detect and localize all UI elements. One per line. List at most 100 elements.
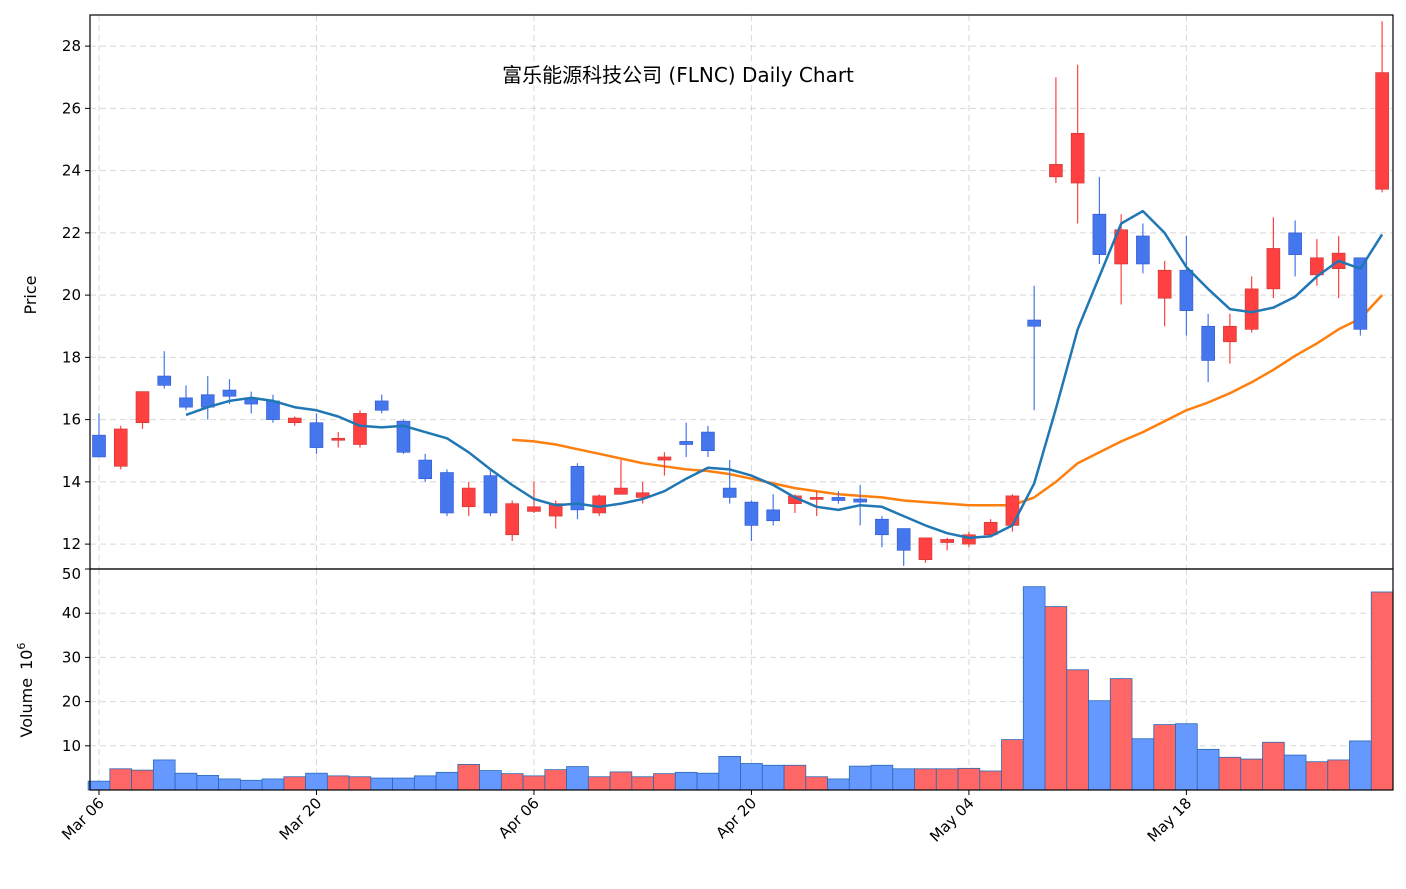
price-tick-label: 26 bbox=[62, 99, 81, 117]
candle bbox=[1310, 239, 1324, 286]
candle bbox=[440, 469, 454, 517]
volume-bar bbox=[892, 768, 915, 791]
candle bbox=[722, 460, 737, 504]
ma-long-layer bbox=[512, 294, 1384, 507]
candle bbox=[1244, 276, 1259, 333]
ma-short-layer bbox=[185, 209, 1384, 540]
candle-body bbox=[875, 518, 889, 536]
candle-body bbox=[679, 441, 693, 445]
candle-body bbox=[744, 501, 759, 526]
candle bbox=[614, 460, 628, 495]
candle bbox=[701, 425, 715, 457]
candle bbox=[418, 453, 433, 482]
candle-body bbox=[1114, 229, 1128, 265]
candle-body bbox=[331, 437, 346, 441]
price-axis-title: Price bbox=[21, 275, 40, 314]
candle-body bbox=[113, 428, 128, 467]
volume-bar bbox=[848, 765, 872, 791]
volume-bar bbox=[1088, 700, 1111, 791]
volume-tick-label: 30 bbox=[62, 648, 81, 666]
volume-bar bbox=[609, 771, 633, 791]
volume-bar bbox=[653, 773, 676, 791]
volume-bar bbox=[1001, 739, 1024, 791]
candle bbox=[353, 410, 367, 448]
candle bbox=[461, 481, 476, 517]
candle-body bbox=[1092, 213, 1107, 255]
volume-tick-label: 40 bbox=[62, 604, 81, 622]
volume-bar bbox=[587, 776, 611, 791]
candle-body bbox=[940, 539, 954, 543]
volume-bar bbox=[544, 769, 567, 791]
candle bbox=[374, 394, 389, 414]
candle-body bbox=[809, 497, 824, 500]
volume-bar bbox=[457, 763, 480, 791]
candle bbox=[483, 469, 498, 517]
volume-bar bbox=[152, 759, 176, 791]
candle-body bbox=[1179, 269, 1194, 311]
x-tick-label: May 18 bbox=[1144, 794, 1196, 846]
volume-layer bbox=[87, 586, 1394, 791]
candle bbox=[1157, 260, 1172, 327]
price-tick-label: 14 bbox=[62, 473, 81, 491]
volume-panel-frame bbox=[89, 568, 1394, 791]
candle-body bbox=[353, 413, 367, 445]
volume-bar bbox=[674, 771, 698, 791]
candle bbox=[1179, 235, 1194, 336]
candle-body bbox=[701, 431, 715, 452]
volume-bar bbox=[196, 775, 220, 791]
price-tick-label: 28 bbox=[62, 37, 81, 55]
volume-bar bbox=[783, 764, 807, 791]
candle bbox=[875, 516, 889, 548]
volume-scale-exponent: 6 bbox=[15, 643, 28, 650]
volume-scale-base: 10 bbox=[17, 650, 36, 670]
volume-bar bbox=[218, 778, 241, 791]
price-tick-label: 12 bbox=[62, 535, 81, 553]
candle-body bbox=[853, 498, 867, 503]
candle bbox=[1049, 77, 1063, 184]
volume-bar bbox=[348, 776, 372, 791]
candle bbox=[396, 419, 411, 454]
candle-body bbox=[614, 487, 628, 495]
volume-bar bbox=[1066, 669, 1089, 791]
candle-body bbox=[1223, 325, 1237, 343]
volume-bar bbox=[413, 775, 437, 791]
x-tick-label: Mar 06 bbox=[58, 794, 108, 844]
candle-body bbox=[1005, 495, 1020, 526]
candle bbox=[962, 531, 976, 548]
candle-body bbox=[135, 391, 150, 424]
candle bbox=[940, 537, 954, 551]
candle-body bbox=[92, 434, 106, 458]
candle bbox=[244, 391, 259, 414]
volume-bar bbox=[761, 764, 785, 791]
candle-body bbox=[983, 522, 998, 536]
candle-body bbox=[1353, 257, 1368, 330]
candle-body bbox=[657, 456, 672, 461]
volume-bar bbox=[109, 768, 133, 791]
volume-bar bbox=[1044, 606, 1068, 791]
candle bbox=[113, 425, 128, 470]
volume-bar bbox=[1218, 756, 1242, 791]
volume-tick-label: 10 bbox=[62, 737, 81, 755]
candle-body bbox=[179, 397, 193, 408]
volume-bar bbox=[870, 764, 894, 791]
candle bbox=[657, 452, 672, 476]
candle-body bbox=[440, 472, 454, 514]
volume-bar bbox=[740, 763, 763, 791]
candle bbox=[92, 413, 106, 458]
price-tick-label: 22 bbox=[62, 224, 81, 242]
candle bbox=[157, 351, 172, 389]
candle-body bbox=[418, 459, 433, 480]
candle bbox=[766, 494, 780, 526]
price-tick-label: 20 bbox=[62, 286, 81, 304]
volume-bar bbox=[1240, 758, 1263, 791]
volume-bar bbox=[914, 768, 937, 791]
candle bbox=[809, 491, 824, 517]
candle bbox=[1223, 313, 1237, 364]
candle bbox=[1353, 257, 1368, 336]
candle-body bbox=[1027, 319, 1041, 327]
volume-bar bbox=[174, 772, 198, 791]
candle-body bbox=[1049, 164, 1063, 178]
candle-body bbox=[962, 534, 976, 545]
candle bbox=[135, 391, 150, 429]
volume-bar bbox=[261, 778, 285, 791]
